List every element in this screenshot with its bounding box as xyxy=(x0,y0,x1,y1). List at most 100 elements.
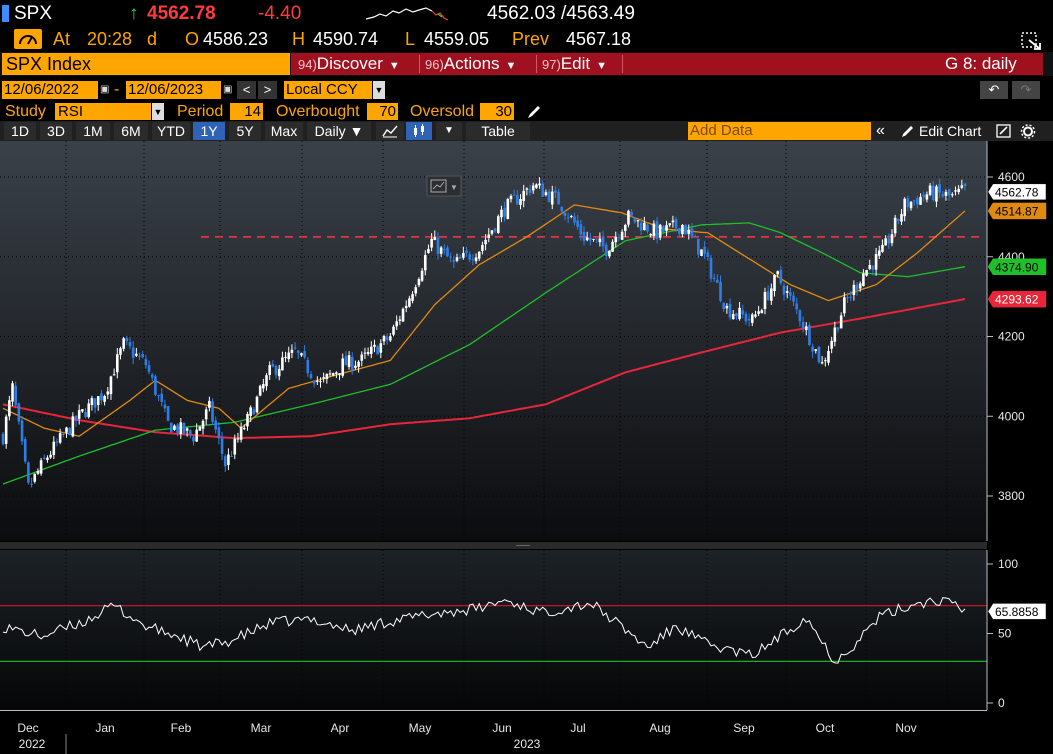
candle-body xyxy=(465,250,468,253)
collapse-icon[interactable]: « xyxy=(876,122,885,139)
currency-select[interactable]: Local CCY xyxy=(284,81,372,99)
period-field[interactable]: 14 xyxy=(230,103,263,120)
month-label: Apr xyxy=(331,721,350,735)
study-bar: Study RSI ▼ Period 14 Overbought 70 Over… xyxy=(0,102,1053,121)
candle-body xyxy=(214,420,218,430)
chart-settings-icon[interactable] xyxy=(996,124,1012,139)
range-button-6m[interactable]: 6M xyxy=(114,122,148,140)
candle-body xyxy=(919,196,922,205)
candle-body xyxy=(954,190,957,192)
candle-body xyxy=(893,217,897,234)
candle-body xyxy=(1,433,5,445)
end-date-field[interactable]: 12/06/2023 xyxy=(126,81,221,99)
candle-body xyxy=(398,319,402,321)
menu-divider xyxy=(536,55,537,73)
candle-body xyxy=(709,257,713,279)
candle-body xyxy=(373,344,376,347)
calendar-icon[interactable]: ▣ xyxy=(100,84,110,95)
candle-body xyxy=(8,400,11,417)
menu-actions[interactable]: 96)Actions ▼ xyxy=(425,54,517,73)
frequency-select[interactable]: Daily ▼ xyxy=(307,122,371,140)
add-data-input[interactable]: Add Data xyxy=(688,122,871,140)
range-button-max[interactable]: Max xyxy=(265,122,303,140)
candle-body xyxy=(58,433,62,443)
legend-toggle-icon[interactable]: ▼ xyxy=(426,175,462,197)
next-period-button[interactable]: > xyxy=(258,81,277,99)
range-button-1d[interactable]: 1D xyxy=(4,122,36,140)
calendar-icon[interactable]: ▣ xyxy=(223,84,233,95)
month-label: Aug xyxy=(649,721,670,735)
start-date-field[interactable]: 12/06/2022 xyxy=(2,81,98,99)
candle-body xyxy=(525,188,529,190)
range-button-ytd[interactable]: YTD xyxy=(152,122,190,140)
ticker-symbol: SPX xyxy=(14,3,53,24)
table-button[interactable]: Table xyxy=(466,122,530,140)
candle-body xyxy=(741,310,745,315)
bid-ask: 4562.03 /4563.49 xyxy=(487,3,635,24)
menu-edit[interactable]: 97)Edit ▼ xyxy=(542,54,607,73)
svg-text:▼: ▼ xyxy=(450,183,458,192)
candle-body xyxy=(100,393,103,401)
line-chart-icon[interactable] xyxy=(376,122,404,140)
candle-body xyxy=(792,295,795,302)
candle-body xyxy=(252,409,256,415)
prev-period-button[interactable]: < xyxy=(237,81,256,99)
rsi-line xyxy=(2,597,966,664)
candle-body xyxy=(62,433,65,435)
gauge-icon[interactable] xyxy=(14,29,42,49)
candle-body xyxy=(223,456,227,467)
price-tick-label: 4200 xyxy=(998,330,1025,344)
range-button-5y[interactable]: 5Y xyxy=(229,122,261,140)
chevron-down-icon[interactable]: ▼ xyxy=(373,81,385,99)
quote-time: 20:28 xyxy=(87,29,133,49)
candle-body xyxy=(81,409,84,412)
candle-body xyxy=(211,401,214,422)
undo-button[interactable]: ↶ xyxy=(980,81,1008,99)
candle-body xyxy=(227,454,230,466)
overbought-field[interactable]: 70 xyxy=(367,103,398,120)
range-button-3d[interactable]: 3D xyxy=(40,122,72,140)
candle-body xyxy=(738,307,741,320)
candle-body xyxy=(887,238,891,244)
pencil-icon[interactable] xyxy=(526,104,542,120)
range-button-1y[interactable]: 1Y xyxy=(193,122,225,140)
chart-area[interactable]: 4600 4400 4200 4000 3800 100 50 0 Dec Jan Feb Mar Ap… xyxy=(0,141,1053,754)
candle-body xyxy=(662,226,665,232)
candle-body xyxy=(601,236,605,247)
candle-body xyxy=(592,238,595,240)
chevron-down-icon[interactable]: ▼ xyxy=(152,103,164,120)
candle-body xyxy=(836,327,840,330)
candle-body xyxy=(766,291,770,301)
menu-discover[interactable]: 94)Discover ▼ xyxy=(298,54,400,73)
oversold-field[interactable]: 30 xyxy=(480,103,514,120)
candle-body xyxy=(198,426,202,431)
candle-body xyxy=(877,250,881,256)
gear-icon[interactable] xyxy=(1020,124,1036,139)
candle-body xyxy=(379,343,383,353)
candle-body xyxy=(817,346,821,363)
range-button-1m[interactable]: 1M xyxy=(76,122,110,140)
export-icon[interactable] xyxy=(1020,29,1044,51)
candle-body xyxy=(773,274,776,292)
candle-body xyxy=(484,239,487,245)
security-name[interactable]: SPX Index xyxy=(2,53,290,75)
edit-chart-button[interactable]: Edit Chart xyxy=(919,123,982,139)
candle-body xyxy=(312,380,316,384)
chevron-down-icon[interactable]: ▼ xyxy=(436,122,462,140)
redo-button[interactable]: ↷ xyxy=(1012,81,1040,99)
pencil-icon[interactable] xyxy=(900,124,915,139)
candle-body xyxy=(763,291,767,309)
candle-body xyxy=(471,259,475,261)
last-price: 4562.78 xyxy=(147,3,216,24)
candlestick-icon[interactable] xyxy=(406,122,432,140)
candle-body xyxy=(436,237,440,254)
candle-body xyxy=(843,297,846,314)
candle-body xyxy=(395,321,398,327)
candle-body xyxy=(481,244,484,251)
study-select[interactable]: RSI xyxy=(55,103,151,120)
last-value-label-ma-green: 4374.90 xyxy=(987,258,1047,276)
candle-body xyxy=(144,359,148,366)
candle-body xyxy=(449,256,452,258)
at-label: At xyxy=(53,29,71,49)
